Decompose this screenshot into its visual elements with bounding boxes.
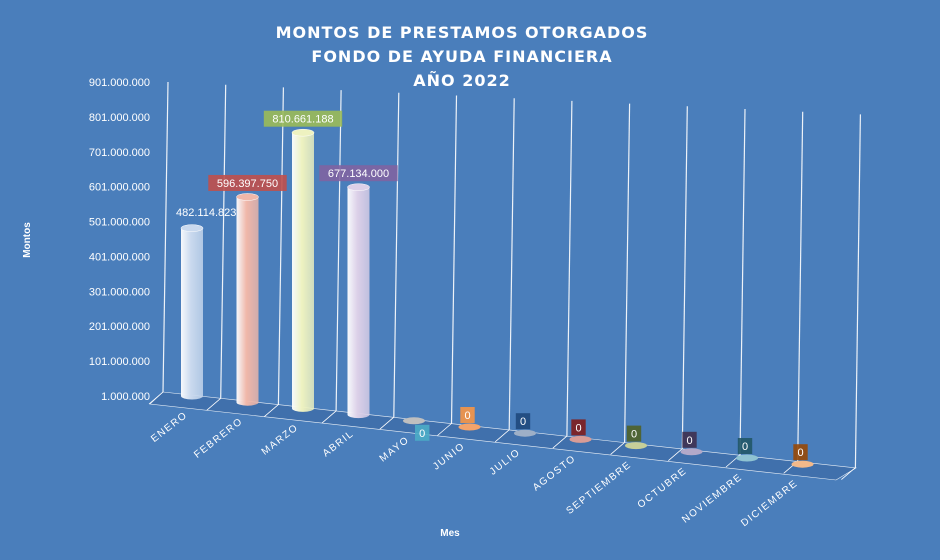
data-label-box xyxy=(515,413,531,430)
data-label: 677.134.000 xyxy=(328,168,389,180)
y-ticks: 901.000.000 801.000.000 701.000.000 601.000… xyxy=(89,77,150,403)
data-label: 810.661.188 xyxy=(272,114,333,126)
bar-julio xyxy=(514,429,536,437)
floor-tick xyxy=(264,404,279,417)
floor-tick xyxy=(668,448,683,462)
floor-tick xyxy=(610,442,625,455)
wall-line xyxy=(508,98,515,430)
data-label-box xyxy=(208,174,287,191)
data-label: 0 xyxy=(419,428,425,440)
y-tick-label: 901.000.000 xyxy=(89,77,150,89)
wall-line xyxy=(854,114,861,468)
wall-line xyxy=(162,81,169,393)
data-label-box xyxy=(571,419,586,436)
data-label-box xyxy=(263,110,343,127)
data-label-box xyxy=(319,165,398,182)
wall-line xyxy=(566,100,573,437)
x-tick-label: FEBRERO xyxy=(192,416,245,461)
bar-marzo xyxy=(292,132,314,412)
data-label-box xyxy=(737,438,753,454)
floor-tick xyxy=(841,467,856,480)
bar-top xyxy=(291,128,315,137)
wall-line xyxy=(624,103,631,443)
bar-top xyxy=(180,224,204,232)
bar-enero xyxy=(181,228,203,400)
x-tick-label: AGOSTO xyxy=(531,453,578,493)
x-tick-label: ENERO xyxy=(149,410,190,445)
bar-top xyxy=(236,193,259,201)
data-label: 0 xyxy=(520,416,526,428)
bars: 482.114.823 596.397.750 810.661.188 677.134… xyxy=(176,110,814,468)
x-tick-label: ABRIL xyxy=(321,428,356,459)
data-label-box xyxy=(626,425,642,442)
y-tick-label: 601.000.000 xyxy=(89,182,150,194)
data-label: 482.114.823 xyxy=(176,207,236,219)
bar-septiembre xyxy=(625,442,647,450)
x-tick-label: JULIO xyxy=(488,447,523,478)
data-label: 0 xyxy=(631,429,637,441)
x-axis-label: Mes xyxy=(440,528,460,539)
wall-line xyxy=(739,108,746,456)
x-tick-label: NOVIEMBRE xyxy=(680,472,745,526)
wall-line xyxy=(681,106,688,449)
wall-line xyxy=(797,111,804,462)
data-label: 0 xyxy=(464,410,470,422)
bar-mayo xyxy=(403,417,425,425)
bar-agosto xyxy=(569,435,592,443)
x-tick-label: DICIEMBRE xyxy=(739,478,800,529)
data-label-box xyxy=(415,424,430,441)
floor xyxy=(148,391,857,481)
floor-tick xyxy=(148,391,164,405)
data-label: 0 xyxy=(742,441,748,453)
wall-line xyxy=(393,92,400,418)
bar-febrero xyxy=(236,196,259,406)
gridlines xyxy=(162,81,861,468)
bar-junio xyxy=(458,423,481,431)
y-tick-label: 301.000.000 xyxy=(89,286,150,298)
floor-tick xyxy=(379,416,395,430)
y-tick-label: 201.000.000 xyxy=(89,321,150,333)
floor-plane xyxy=(149,391,857,481)
bar-diciembre xyxy=(791,460,814,468)
wall-line xyxy=(220,84,227,399)
bar-noviembre xyxy=(736,454,758,462)
y-tick-label: 701.000.000 xyxy=(89,147,150,159)
y-tick-label: 101.000.000 xyxy=(89,356,150,368)
data-label: 596.397.750 xyxy=(217,178,278,190)
x-tick-label: OCTUBRE xyxy=(636,465,690,510)
floor-tick xyxy=(206,397,221,411)
y-tick-label: 801.000.000 xyxy=(89,112,150,124)
bar-top xyxy=(347,183,370,191)
y-tick-label: 1.000.000 xyxy=(101,391,150,403)
data-label-box xyxy=(793,444,808,461)
y-tick-label: 501.000.000 xyxy=(89,217,150,229)
data-label: 0 xyxy=(686,435,692,447)
floor-tick xyxy=(437,423,452,436)
floor-tick xyxy=(552,435,568,449)
data-label-box xyxy=(682,431,697,448)
bar-octubre xyxy=(680,448,703,456)
title-line-1: MONTOS DE PRESTAMOS OTORGADOS xyxy=(276,23,649,42)
bar-abril xyxy=(347,187,370,419)
y-axis-label: Montos xyxy=(22,222,33,258)
wall-line xyxy=(277,87,284,405)
x-tick-label: MARZO xyxy=(260,422,301,458)
chart-title: MONTOS DE PRESTAMOS OTORGADOS FONDO DE A… xyxy=(276,23,649,90)
title-line-3: AÑO 2022 xyxy=(413,71,510,90)
data-label: 0 xyxy=(797,447,803,459)
wall-line xyxy=(335,90,342,411)
floor-tick xyxy=(494,429,510,443)
title-line-2: FONDO DE AYUDA FINANCIERA xyxy=(311,47,612,66)
x-tick-label: JUNIO xyxy=(431,441,467,473)
data-label-box xyxy=(460,407,475,423)
data-label: 0 xyxy=(575,422,581,434)
x-tick-label: SEPTIEMBRE xyxy=(564,459,633,517)
y-tick-label: 401.000.000 xyxy=(89,251,150,263)
wall-line xyxy=(450,95,458,424)
floor-tick xyxy=(321,410,337,424)
x-tick-label: MAYO xyxy=(378,434,412,464)
